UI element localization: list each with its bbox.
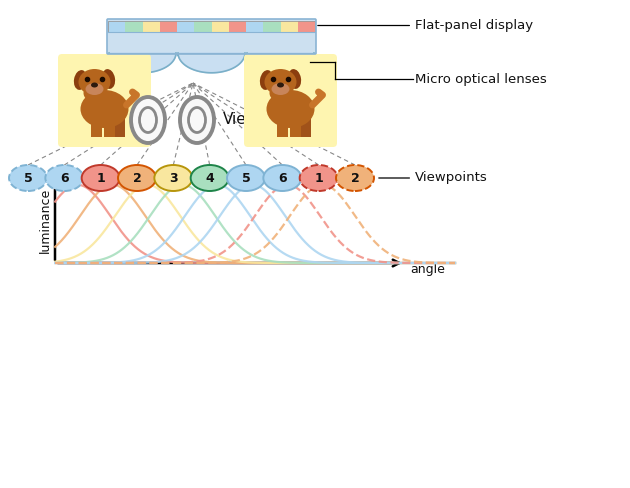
Ellipse shape: [118, 165, 156, 191]
Bar: [108, 21, 315, 32]
Bar: [160, 21, 177, 32]
Bar: [194, 21, 212, 32]
FancyBboxPatch shape: [58, 54, 151, 147]
Ellipse shape: [139, 107, 156, 133]
Bar: [290, 113, 301, 137]
Text: 4: 4: [205, 171, 214, 184]
Ellipse shape: [288, 69, 301, 89]
Text: 5: 5: [242, 171, 250, 184]
Ellipse shape: [191, 165, 229, 191]
Bar: [177, 21, 195, 32]
Bar: [142, 21, 160, 32]
Ellipse shape: [102, 69, 115, 89]
Ellipse shape: [91, 82, 98, 87]
Ellipse shape: [188, 107, 205, 133]
Text: 6: 6: [60, 171, 69, 184]
Text: 3: 3: [169, 171, 178, 184]
Text: 2: 2: [351, 171, 359, 184]
Bar: [280, 21, 298, 32]
Bar: [246, 21, 263, 32]
Ellipse shape: [79, 69, 110, 95]
Polygon shape: [109, 53, 176, 73]
Ellipse shape: [263, 165, 301, 191]
Ellipse shape: [84, 84, 105, 102]
Bar: [277, 113, 287, 137]
Text: Micro optical lenses: Micro optical lenses: [415, 73, 547, 85]
Ellipse shape: [265, 69, 297, 95]
Ellipse shape: [277, 82, 284, 87]
Ellipse shape: [9, 165, 47, 191]
Text: 1: 1: [96, 171, 105, 184]
Text: Viewer: Viewer: [223, 113, 275, 127]
Text: 5: 5: [24, 171, 32, 184]
Polygon shape: [178, 53, 245, 73]
FancyBboxPatch shape: [107, 19, 316, 54]
Ellipse shape: [74, 70, 87, 90]
Bar: [299, 115, 311, 137]
Bar: [229, 21, 246, 32]
Ellipse shape: [227, 165, 265, 191]
Ellipse shape: [82, 165, 120, 191]
Text: Viewpoints: Viewpoints: [379, 171, 488, 184]
Bar: [103, 113, 115, 137]
Ellipse shape: [272, 83, 290, 95]
Ellipse shape: [270, 84, 292, 102]
Ellipse shape: [131, 97, 165, 143]
Bar: [263, 21, 281, 32]
Ellipse shape: [81, 90, 129, 128]
Bar: [91, 113, 101, 137]
Bar: [212, 21, 229, 32]
Text: luminance: luminance: [38, 188, 52, 253]
FancyBboxPatch shape: [244, 54, 337, 147]
Text: 1: 1: [314, 171, 323, 184]
Bar: [125, 21, 143, 32]
Ellipse shape: [260, 70, 273, 90]
Polygon shape: [247, 53, 314, 73]
Text: angle: angle: [410, 263, 445, 276]
Text: 2: 2: [133, 171, 141, 184]
Polygon shape: [108, 53, 315, 55]
Ellipse shape: [300, 165, 338, 191]
Ellipse shape: [266, 90, 314, 128]
Text: Flat-panel display: Flat-panel display: [318, 19, 533, 32]
Bar: [108, 21, 125, 32]
Ellipse shape: [154, 165, 192, 191]
Ellipse shape: [180, 97, 214, 143]
Ellipse shape: [45, 165, 83, 191]
Ellipse shape: [86, 83, 103, 95]
Ellipse shape: [336, 165, 374, 191]
Bar: [113, 115, 125, 137]
Text: 6: 6: [278, 171, 287, 184]
Bar: [298, 21, 315, 32]
